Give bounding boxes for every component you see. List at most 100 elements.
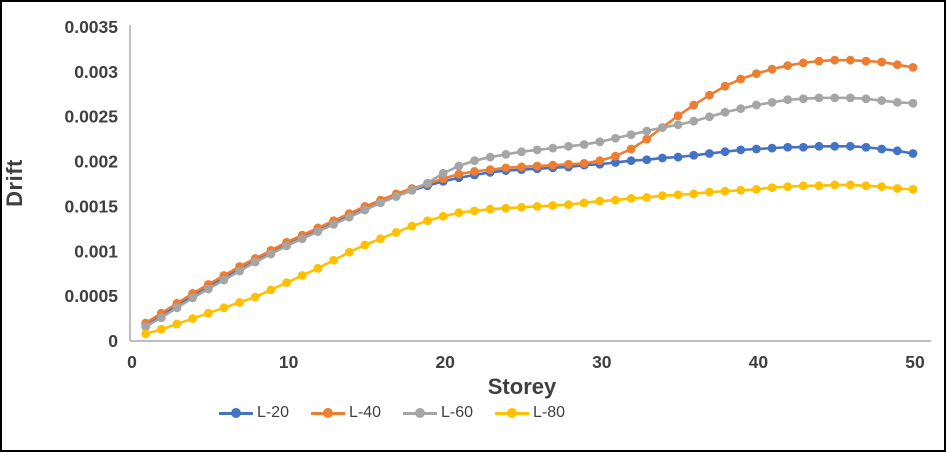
series-marker-L-80 (798, 181, 808, 191)
legend-label: L-80 (533, 404, 566, 421)
series-marker-L-80 (689, 189, 699, 199)
series-marker-L-80 (736, 185, 746, 195)
series-marker-L-80 (360, 240, 370, 250)
series-marker-L-80 (548, 201, 558, 210)
series-marker-L-80 (626, 193, 636, 203)
x-tick-label: 40 (749, 352, 769, 372)
series-marker-L-80 (266, 285, 276, 295)
series-marker-L-80 (595, 196, 605, 206)
series-marker-L-60 (548, 143, 558, 153)
series-marker-L-60 (376, 198, 385, 208)
series-marker-L-60 (407, 185, 417, 195)
series-marker-L-40 (611, 151, 620, 161)
legend-item-L-60: L-60 (403, 404, 473, 422)
series-marker-L-40 (720, 81, 730, 91)
series-marker-L-60 (141, 322, 151, 332)
legend-marker-icon (310, 408, 345, 418)
legend-marker-icon (495, 408, 530, 418)
series-marker-L-80 (391, 228, 401, 237)
series-marker-L-80 (407, 221, 417, 231)
series-marker-L-80 (752, 184, 761, 194)
series-marker-L-60 (830, 93, 840, 103)
series-marker-L-80 (908, 184, 918, 194)
legend-item-L-40: L-40 (310, 404, 381, 422)
series-marker-L-40 (845, 55, 855, 65)
series-marker-L-40 (595, 156, 605, 166)
series-marker-L-20 (845, 141, 855, 151)
series-marker-L-80 (438, 211, 448, 221)
series-marker-L-80 (235, 298, 245, 307)
series-marker-L-20 (736, 145, 746, 155)
y-tick-label: 0.001 (74, 241, 118, 261)
series-marker-L-20 (673, 152, 683, 162)
series-marker-L-80 (485, 204, 495, 214)
series-marker-L-20 (814, 141, 824, 151)
series-marker-L-60 (188, 293, 198, 303)
series-marker-L-60 (908, 98, 918, 108)
series-marker-L-80 (705, 187, 714, 197)
series-marker-L-20 (689, 150, 699, 160)
series-marker-L-80 (517, 202, 526, 212)
series-marker-L-80 (282, 278, 291, 288)
series-marker-L-40 (626, 144, 636, 154)
series-marker-L-40 (908, 62, 918, 72)
series-marker-L-60 (767, 97, 777, 107)
series-marker-L-20 (626, 156, 636, 166)
series-marker-L-80 (172, 319, 182, 329)
series-marker-L-60 (203, 284, 213, 294)
series-marker-L-20 (783, 142, 793, 152)
y-tick-label: 0.0005 (64, 286, 118, 306)
series-marker-L-40 (736, 74, 746, 84)
series-marker-L-40 (767, 64, 777, 74)
series-marker-L-40 (892, 60, 902, 70)
y-axis-title: Drift (2, 159, 27, 207)
series-marker-L-80 (313, 263, 323, 273)
series-marker-L-60 (877, 96, 887, 105)
series-marker-L-80 (470, 206, 479, 216)
series-marker-L-60 (658, 123, 667, 132)
series-marker-L-40 (705, 90, 714, 100)
legend-item-L-20: L-20 (218, 404, 289, 422)
series-marker-L-60 (297, 234, 307, 244)
series-marker-L-60 (564, 141, 573, 151)
series-marker-L-80 (297, 271, 307, 280)
series-marker-L-60 (673, 120, 683, 130)
series-marker-L-80 (720, 186, 730, 196)
legend-item-L-80: L-80 (495, 404, 565, 422)
series-marker-L-60 (344, 212, 354, 222)
series-marker-L-60 (423, 178, 432, 188)
series-marker-L-60 (438, 168, 448, 178)
legend-label: L-20 (256, 404, 289, 421)
series-marker-L-60 (642, 126, 652, 136)
series-marker-L-60 (329, 219, 338, 229)
series-marker-L-60 (845, 93, 855, 103)
series-marker-L-80 (579, 198, 589, 208)
x-tick-label: 0 (127, 352, 137, 372)
series-marker-L-20 (611, 158, 620, 167)
x-tick-label: 10 (279, 352, 299, 372)
x-tick-label: 30 (592, 352, 612, 372)
y-tick-label: 0.0035 (64, 17, 118, 37)
series-marker-L-80 (454, 208, 464, 218)
series-marker-L-80 (423, 216, 432, 226)
series-marker-L-20 (752, 144, 761, 154)
series-marker-L-60 (689, 116, 699, 126)
x-tick-label: 50 (905, 352, 925, 372)
series-marker-L-20 (642, 155, 652, 165)
series-marker-L-60 (798, 94, 808, 104)
series-marker-L-60 (532, 145, 542, 155)
series-marker-L-80 (376, 234, 385, 244)
series-marker-L-80 (783, 182, 793, 192)
y-tick-label: 0.0025 (64, 107, 118, 127)
series-marker-L-40 (861, 56, 871, 66)
series-marker-L-80 (141, 329, 151, 339)
series-marker-L-60 (517, 147, 526, 157)
series-marker-L-40 (501, 163, 511, 173)
series-marker-L-80 (767, 183, 777, 192)
series-marker-L-40 (877, 57, 887, 67)
series-marker-L-60 (752, 100, 761, 110)
series-marker-L-60 (720, 107, 730, 117)
series-marker-L-60 (783, 95, 793, 105)
series-marker-L-60 (892, 97, 902, 107)
